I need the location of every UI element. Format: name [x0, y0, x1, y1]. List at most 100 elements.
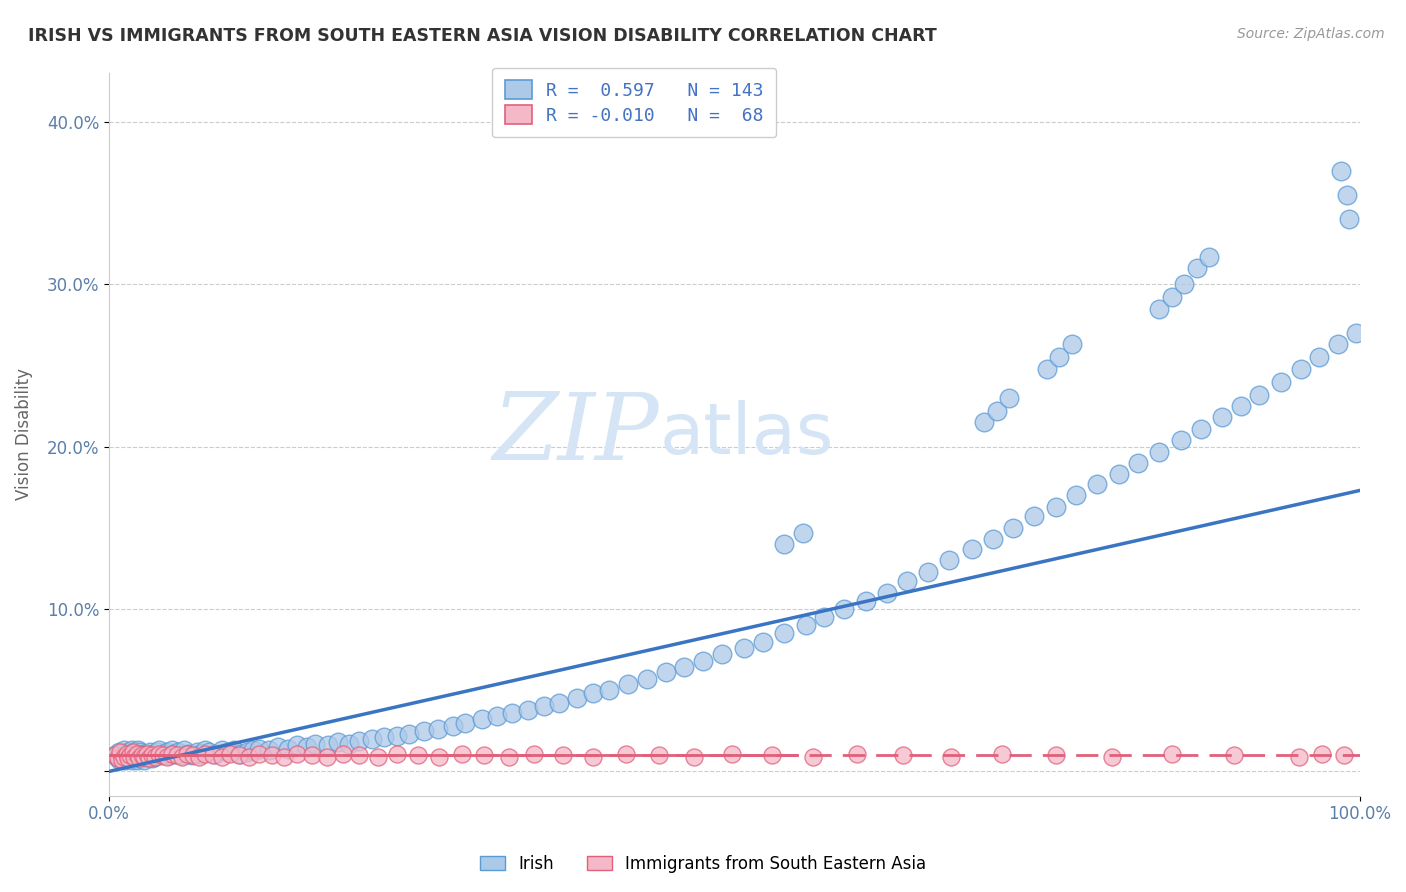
- Point: [139, 745, 162, 759]
- Point: [142, 747, 165, 761]
- Point: [181, 748, 204, 763]
- Point: [204, 747, 226, 761]
- Point: [143, 749, 166, 764]
- Point: [998, 391, 1021, 405]
- Point: [125, 747, 148, 761]
- Point: [1064, 488, 1087, 502]
- Point: [636, 672, 658, 686]
- Point: [617, 677, 640, 691]
- Point: [1161, 747, 1184, 761]
- Point: [1339, 212, 1361, 227]
- Point: [211, 743, 233, 757]
- Point: [131, 748, 153, 763]
- Point: [991, 747, 1014, 761]
- Point: [337, 737, 360, 751]
- Point: [347, 748, 370, 763]
- Point: [242, 743, 264, 757]
- Point: [385, 747, 408, 761]
- Point: [135, 749, 157, 764]
- Point: [138, 751, 160, 765]
- Point: [219, 747, 242, 761]
- Point: [752, 634, 775, 648]
- Y-axis label: Vision Disability: Vision Disability: [15, 368, 32, 500]
- Point: [1270, 375, 1292, 389]
- Point: [104, 748, 127, 763]
- Point: [614, 747, 637, 761]
- Point: [1108, 467, 1130, 482]
- Point: [148, 747, 170, 761]
- Point: [190, 747, 212, 761]
- Point: [304, 737, 326, 751]
- Point: [981, 533, 1004, 547]
- Point: [228, 748, 250, 763]
- Point: [135, 747, 157, 761]
- Point: [855, 594, 877, 608]
- Point: [1149, 301, 1171, 316]
- Point: [548, 696, 571, 710]
- Point: [1288, 749, 1310, 764]
- Point: [501, 706, 523, 720]
- Point: [582, 749, 605, 764]
- Point: [112, 743, 135, 757]
- Point: [498, 749, 520, 764]
- Point: [761, 748, 783, 763]
- Point: [1045, 500, 1067, 514]
- Point: [973, 415, 995, 429]
- Point: [960, 541, 983, 556]
- Point: [332, 747, 354, 761]
- Point: [413, 723, 436, 738]
- Point: [141, 751, 163, 765]
- Point: [124, 749, 146, 764]
- Point: [845, 747, 868, 761]
- Point: [710, 648, 733, 662]
- Point: [129, 751, 152, 765]
- Point: [834, 602, 856, 616]
- Point: [277, 741, 299, 756]
- Point: [125, 753, 148, 767]
- Point: [194, 743, 217, 757]
- Text: Source: ZipAtlas.com: Source: ZipAtlas.com: [1237, 27, 1385, 41]
- Point: [110, 747, 132, 761]
- Point: [565, 691, 588, 706]
- Point: [107, 751, 129, 765]
- Point: [122, 748, 145, 763]
- Point: [224, 743, 246, 757]
- Point: [186, 745, 208, 759]
- Point: [683, 749, 706, 764]
- Point: [145, 749, 167, 764]
- Point: [110, 745, 132, 759]
- Point: [517, 703, 540, 717]
- Point: [733, 640, 755, 655]
- Point: [152, 748, 174, 763]
- Point: [235, 745, 257, 759]
- Point: [1149, 444, 1171, 458]
- Point: [598, 683, 620, 698]
- Point: [441, 719, 464, 733]
- Point: [166, 748, 188, 763]
- Point: [1211, 410, 1233, 425]
- Point: [367, 749, 389, 764]
- Point: [316, 739, 339, 753]
- Point: [117, 751, 139, 765]
- Point: [295, 739, 318, 754]
- Point: [1161, 290, 1184, 304]
- Point: [648, 748, 671, 763]
- Point: [1249, 388, 1271, 402]
- Point: [148, 743, 170, 757]
- Point: [112, 749, 135, 764]
- Point: [238, 749, 260, 764]
- Text: IRISH VS IMMIGRANTS FROM SOUTH EASTERN ASIA VISION DISABILITY CORRELATION CHART: IRISH VS IMMIGRANTS FROM SOUTH EASTERN A…: [28, 27, 936, 45]
- Point: [1198, 250, 1220, 264]
- Point: [654, 665, 676, 680]
- Point: [173, 743, 195, 757]
- Point: [170, 749, 193, 764]
- Point: [1223, 748, 1246, 763]
- Point: [117, 751, 139, 765]
- Point: [472, 748, 495, 763]
- Point: [129, 745, 152, 759]
- Point: [471, 713, 494, 727]
- Point: [122, 749, 145, 764]
- Point: [1333, 748, 1355, 763]
- Point: [132, 747, 155, 761]
- Point: [138, 748, 160, 763]
